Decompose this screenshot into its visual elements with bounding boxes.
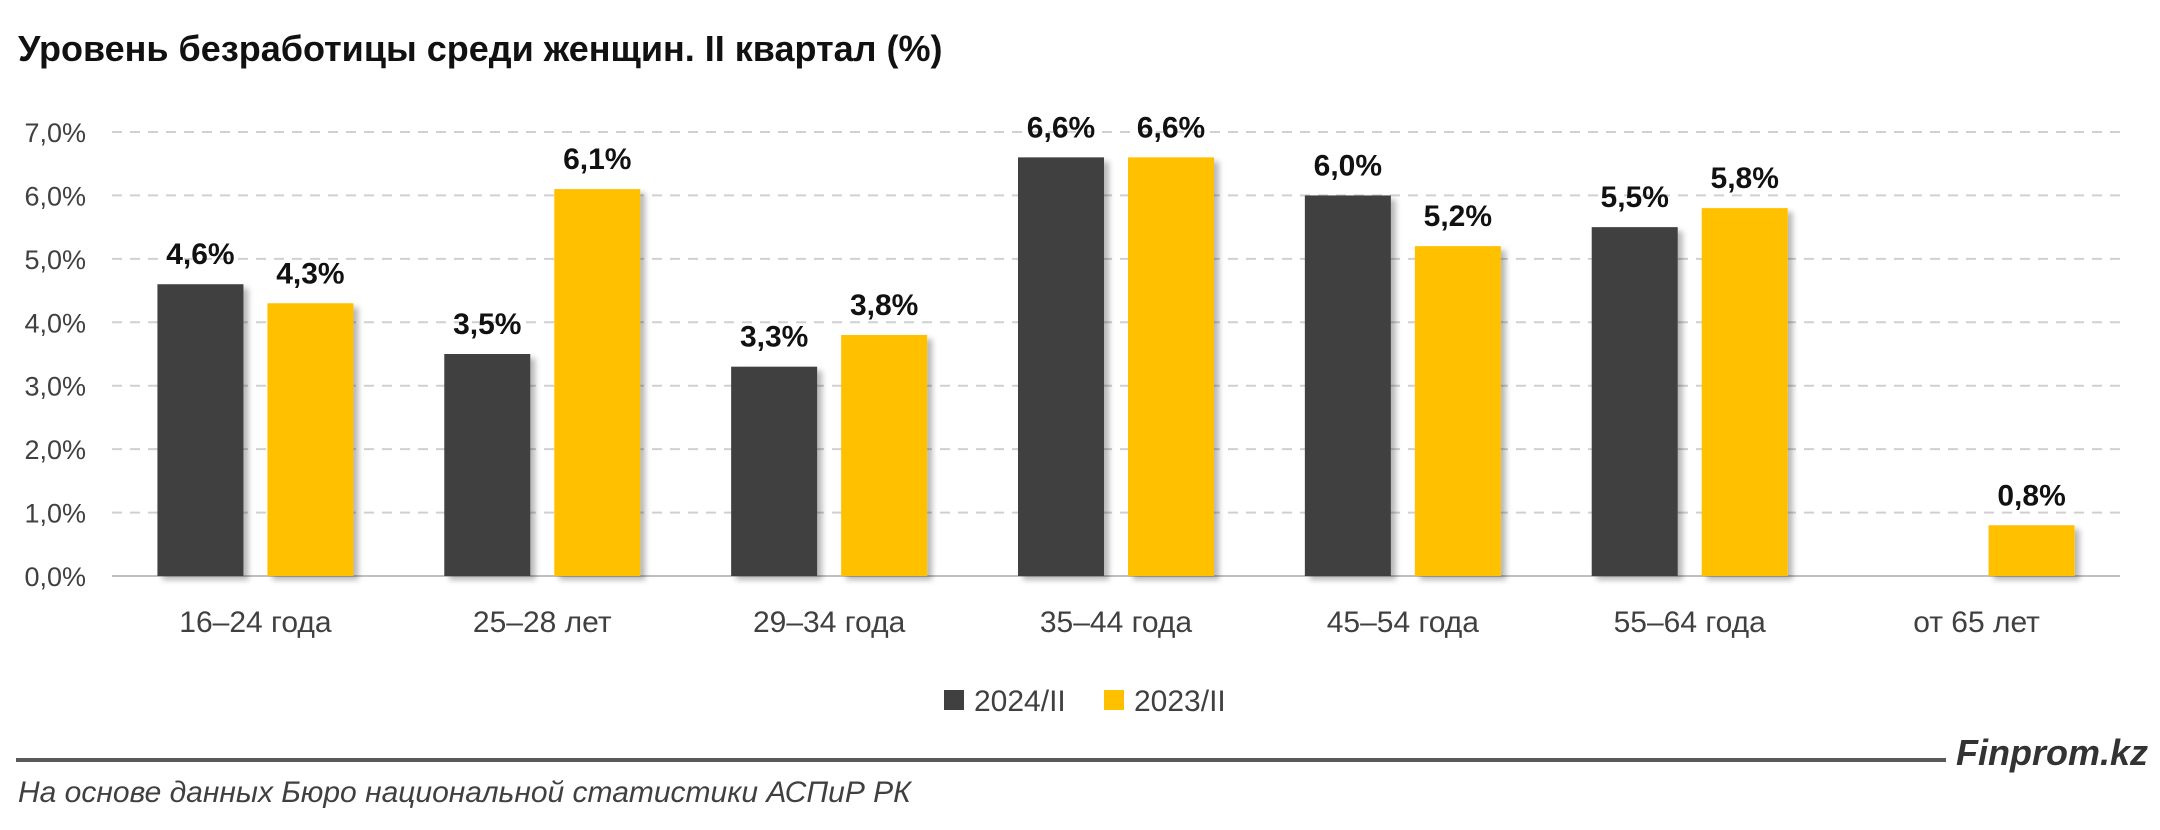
data-label: 5,8% [1711, 162, 1779, 195]
data-label: 6,0% [1314, 149, 1382, 182]
bar-2023-II-3 [1128, 157, 1214, 576]
data-labels: 4,6% 4,3% 3,5% 6,1% 3,3% 3,8% 6,6% 6,6% 6,0% 5,2%… [166, 111, 2066, 512]
bar-chart: 0,0% 1,0% 2,0% 3,0% 4,0% 5,0% 6,0% 7,0% 4,6% 4,3… [24, 111, 2120, 718]
data-label: 6,1% [563, 143, 631, 176]
y-tick-label: 1,0% [24, 499, 86, 529]
x-tick-label: 16–24 года [179, 606, 332, 639]
x-tick-label: 35–44 года [1040, 606, 1193, 639]
data-label: 0,8% [1997, 479, 2065, 512]
x-tick-label: 45–54 года [1327, 606, 1480, 639]
bar-2023-II-2 [841, 334, 928, 576]
data-label: 5,5% [1601, 181, 1669, 214]
bar-2023-II-4 [1414, 246, 1501, 576]
y-axis-ticks: 0,0% 1,0% 2,0% 3,0% 4,0% 5,0% 6,0% 7,0% [24, 118, 86, 592]
bar-2023-II-0 [267, 303, 354, 576]
data-label: 5,2% [1424, 200, 1492, 233]
data-label: 3,5% [453, 308, 521, 341]
bar-2023-II-6 [1988, 525, 2075, 576]
data-label: 4,6% [166, 238, 234, 271]
y-tick-label: 2,0% [24, 435, 86, 465]
x-axis-ticks: 16–24 года 25–28 лет 29–34 года 35–44 года 4… [179, 606, 2040, 639]
data-label: 3,3% [740, 321, 808, 354]
y-tick-label: 3,0% [24, 372, 86, 402]
bar-2024-II-0 [157, 284, 244, 576]
y-tick-label: 4,0% [24, 308, 86, 338]
y-tick-label: 7,0% [24, 118, 86, 148]
bar-2024-II-5 [1591, 227, 1678, 576]
legend-swatch [944, 690, 964, 710]
bar-2024-II-2 [731, 366, 818, 576]
data-label: 4,3% [276, 257, 344, 290]
bars [157, 157, 2075, 577]
source-note: На основе данных Бюро национальной стати… [18, 776, 911, 809]
bar-2023-II-1 [554, 189, 641, 577]
legend-label: 2023/II [1134, 685, 1226, 718]
legend-label: 2024/II [974, 685, 1066, 718]
x-tick-label: от 65 лет [1913, 606, 2040, 639]
data-label: 6,6% [1027, 111, 1095, 144]
legend: 2024/II 2023/II [944, 685, 1226, 718]
y-tick-label: 0,0% [24, 562, 86, 592]
chart-title: Уровень безработицы среди женщин. II ква… [18, 28, 943, 69]
x-tick-label: 25–28 лет [473, 606, 612, 639]
y-tick-label: 6,0% [24, 181, 86, 211]
data-label: 3,8% [850, 289, 918, 322]
bar-2023-II-5 [1701, 208, 1788, 576]
data-label: 6,6% [1137, 111, 1205, 144]
x-tick-label: 55–64 года [1614, 606, 1767, 639]
bar-2024-II-4 [1304, 195, 1391, 576]
x-tick-label: 29–34 года [753, 606, 906, 639]
footer-divider [16, 758, 1946, 762]
brand-logo-text: Finprom.kz [1955, 732, 2148, 773]
y-tick-label: 5,0% [24, 245, 86, 275]
bar-2024-II-1 [444, 354, 531, 576]
gridlines [112, 131, 2120, 577]
bar-2024-II-3 [1018, 157, 1104, 576]
legend-swatch [1104, 690, 1124, 710]
